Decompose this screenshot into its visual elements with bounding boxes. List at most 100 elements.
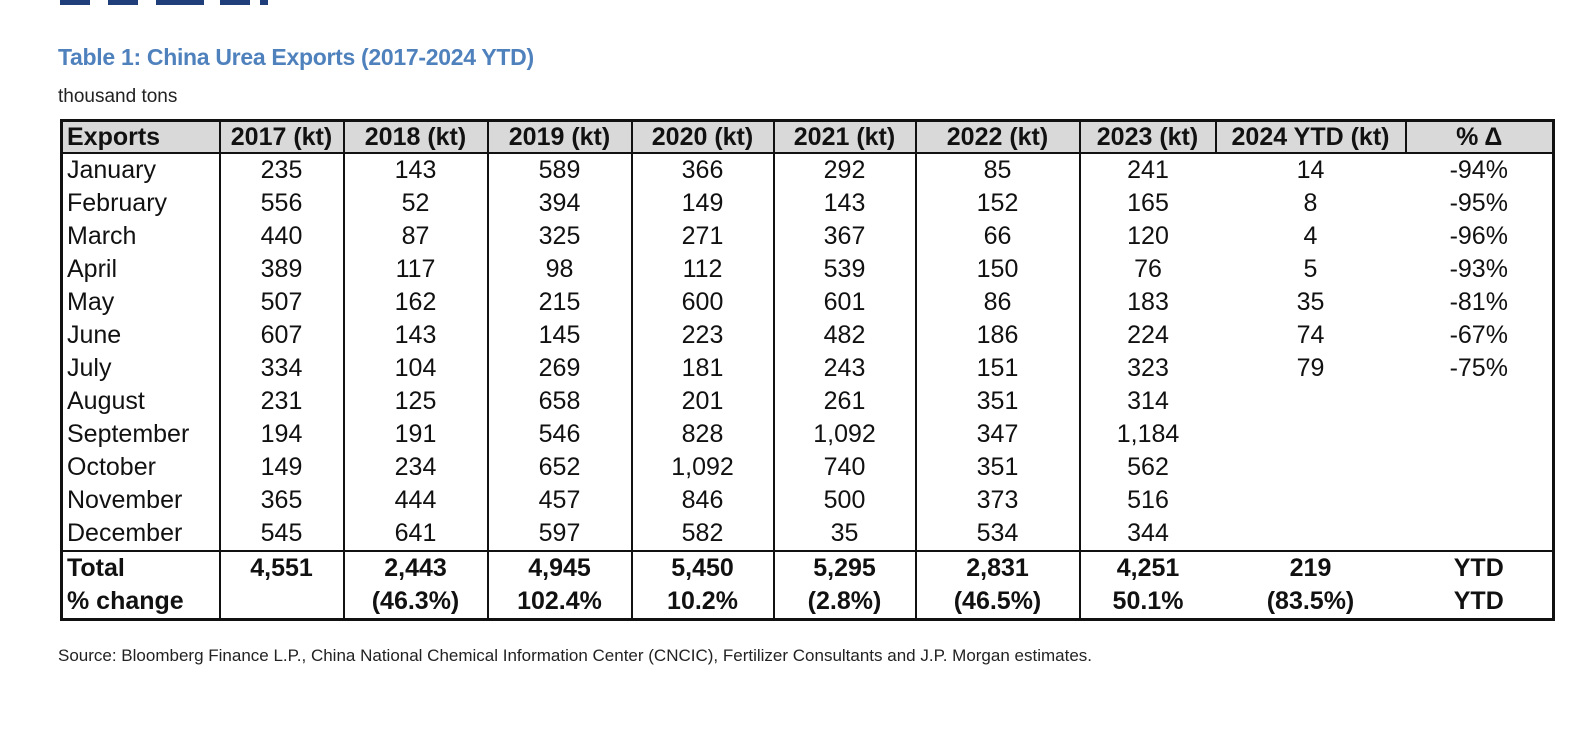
- table-cell: 394: [487, 187, 633, 220]
- table-row: February 556 52 394 149 143 152 165 8 -95%: [61, 187, 1554, 220]
- header-exports: Exports: [61, 120, 221, 154]
- table-cell: 117: [343, 253, 489, 286]
- table-row: May 507 162 215 600 601 86 183 35 -81%: [61, 286, 1554, 319]
- table-cell: 556: [219, 187, 345, 220]
- table-cell: 546: [487, 418, 633, 451]
- header-2022: 2022 (kt): [915, 120, 1081, 154]
- table-row: August 231 125 658 201 261 351 314: [61, 385, 1554, 418]
- table-cell: 191: [343, 418, 489, 451]
- row-label: % change: [61, 585, 221, 620]
- table-cell: 365: [219, 484, 345, 517]
- table-row: December 545 641 597 582 35 534 344: [61, 517, 1554, 551]
- header-pct-delta: % Δ: [1405, 120, 1554, 154]
- table-cell: 4,551: [219, 550, 345, 585]
- table-cell: [1406, 418, 1554, 451]
- table-cell: 440: [219, 220, 345, 253]
- header-2017: 2017 (kt): [219, 120, 345, 154]
- row-label: October: [61, 451, 221, 484]
- table-cell: 347: [915, 418, 1081, 451]
- table-cell: YTD: [1405, 550, 1554, 585]
- table-cell: 50.1%: [1112, 587, 1184, 615]
- table-cell: 500: [773, 484, 917, 517]
- unit-label: thousand tons: [58, 86, 178, 107]
- table-cell: 658: [487, 385, 633, 418]
- row-label: February: [61, 187, 221, 220]
- table-cell: 589: [487, 153, 633, 187]
- table-cell: 235: [219, 153, 345, 187]
- table-cell: 457: [487, 484, 633, 517]
- table-cell: -67%: [1449, 321, 1508, 349]
- table-cell: 269: [487, 352, 633, 385]
- table-cell: 597: [487, 517, 633, 551]
- table-cell: 35: [1296, 288, 1325, 316]
- table-cell: -94%: [1449, 156, 1508, 184]
- table-cell: 194: [219, 418, 345, 451]
- table-cell: 516: [1127, 486, 1169, 514]
- table-cell: 149: [219, 451, 345, 484]
- table-title: Table 1: China Urea Exports (2017-2024 Y…: [58, 44, 534, 70]
- table-cell: [1216, 484, 1406, 517]
- table-cell: (83.5%): [1266, 587, 1355, 615]
- pct-change-row: % change (46.3%) 102.4% 10.2% (2.8%) (46.5%) 5…: [61, 585, 1554, 620]
- table-cell: 52: [343, 187, 489, 220]
- table-cell: 4,945: [487, 550, 633, 585]
- table-cell: 582: [631, 517, 775, 551]
- table-cell: 151: [915, 352, 1081, 385]
- row-label: July: [61, 352, 221, 385]
- table-cell: 143: [343, 153, 489, 187]
- table-cell: 351: [915, 451, 1081, 484]
- row-label: November: [61, 484, 221, 517]
- table-cell: 162: [343, 286, 489, 319]
- table-cell: 334: [219, 352, 345, 385]
- table-cell: -75%: [1449, 354, 1508, 382]
- table-cell: 143: [343, 319, 489, 352]
- table-cell: 846: [631, 484, 775, 517]
- exports-table: Exports 2017 (kt) 2018 (kt) 2019 (kt) 20…: [60, 119, 1555, 621]
- table-cell: 1,184: [1116, 420, 1180, 448]
- table-cell: 2,831: [915, 550, 1081, 585]
- table-cell: 261: [773, 385, 917, 418]
- table-cell: 271: [631, 220, 775, 253]
- table-cell: 373: [915, 484, 1081, 517]
- row-label: December: [61, 517, 221, 551]
- table-cell: 223: [631, 319, 775, 352]
- header-2020: 2020 (kt): [631, 120, 775, 154]
- table-cell: 5: [1303, 255, 1318, 283]
- table-cell: 149: [631, 187, 775, 220]
- table-cell: 76: [1134, 255, 1162, 283]
- table-cell: 652: [487, 451, 633, 484]
- table-cell: 1,092: [631, 451, 775, 484]
- row-label: June: [61, 319, 221, 352]
- table-cell: 2,443: [343, 550, 489, 585]
- table-cell: 507: [219, 286, 345, 319]
- top-decoration: [60, 0, 270, 5]
- table-row: November 365 444 457 846 500 373 516: [61, 484, 1554, 517]
- table-cell: [1216, 418, 1406, 451]
- table-cell: (46.3%): [343, 585, 489, 620]
- table-cell: 8: [1303, 189, 1318, 217]
- table-cell: 314: [1127, 387, 1169, 415]
- table-cell: 323: [1127, 354, 1169, 382]
- table-cell: [219, 585, 345, 620]
- row-label: September: [61, 418, 221, 451]
- table-row: January 235 143 589 366 292 85 241 14 -94%: [61, 153, 1554, 187]
- header-2019: 2019 (kt): [487, 120, 633, 154]
- table-cell: [1406, 517, 1554, 551]
- table-cell: 201: [631, 385, 775, 418]
- table-cell: 389: [219, 253, 345, 286]
- table-cell: [1216, 385, 1406, 418]
- table-cell: 98: [487, 253, 633, 286]
- table-row: July 334 104 269 181 243 151 323 79 -75%: [61, 352, 1554, 385]
- table-cell: 87: [343, 220, 489, 253]
- table-cell: [1216, 451, 1406, 484]
- table-cell: 545: [219, 517, 345, 551]
- table-row: June 607 143 145 223 482 186 224 74 -67%: [61, 319, 1554, 352]
- source-note: Source: Bloomberg Finance L.P., China Na…: [58, 646, 1092, 665]
- table-cell: 14: [1296, 156, 1325, 184]
- table-cell: [1406, 484, 1554, 517]
- table-cell: 828: [631, 418, 775, 451]
- table-cell: 325: [487, 220, 633, 253]
- table-cell: 112: [631, 253, 775, 286]
- table-cell: 1,092: [773, 418, 917, 451]
- table-cell: (2.8%): [773, 585, 917, 620]
